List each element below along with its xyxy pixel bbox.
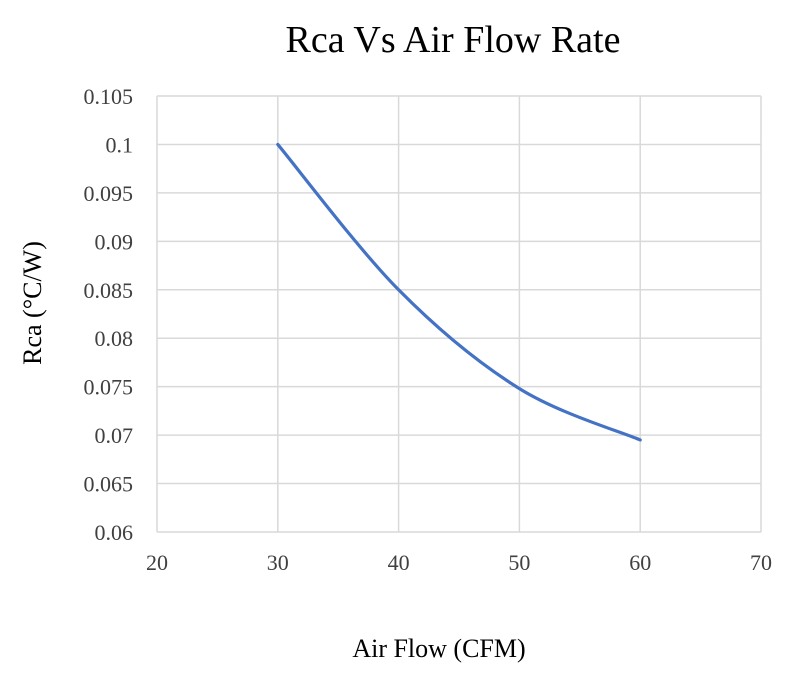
y-tick-label: 0.075 bbox=[84, 375, 134, 400]
x-axis-label: Air Flow (CFM) bbox=[352, 634, 525, 663]
series-layer bbox=[276, 142, 642, 442]
x-tick-label: 60 bbox=[629, 550, 651, 575]
series-line-0 bbox=[276, 142, 642, 442]
y-tick-label: 0.105 bbox=[84, 84, 134, 109]
x-axis-ticks: 20 30 40 50 60 70 bbox=[146, 550, 772, 575]
y-tick-label: 0.1 bbox=[106, 132, 134, 157]
y-axis-label: Rca (°C/W) bbox=[18, 241, 47, 365]
y-tick-label: 0.085 bbox=[84, 278, 134, 303]
y-tick-label: 0.065 bbox=[84, 472, 134, 497]
y-tick-label: 0.07 bbox=[95, 423, 134, 448]
y-tick-label: 0.095 bbox=[84, 181, 134, 206]
y-tick-label: 0.06 bbox=[95, 520, 134, 545]
x-tick-label: 50 bbox=[508, 550, 530, 575]
x-tick-label: 20 bbox=[146, 550, 168, 575]
x-tick-label: 40 bbox=[388, 550, 410, 575]
y-tick-label: 0.08 bbox=[95, 326, 134, 351]
gridlines bbox=[156, 95, 762, 533]
chart-title: Rca Vs Air Flow Rate bbox=[286, 19, 621, 61]
y-axis-ticks: 0.060.0650.070.0750.080.0850.090.0950.10… bbox=[84, 84, 134, 545]
x-tick-label: 30 bbox=[267, 550, 289, 575]
y-tick-label: 0.09 bbox=[95, 229, 134, 254]
x-tick-label: 70 bbox=[750, 550, 772, 575]
